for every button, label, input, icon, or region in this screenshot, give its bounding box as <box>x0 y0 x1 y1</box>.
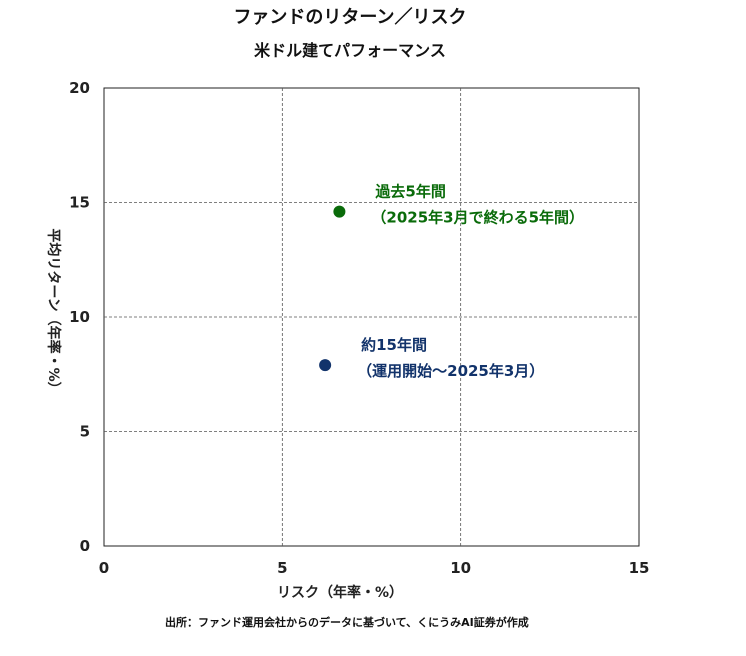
x-axis-label: リスク（年率・%） <box>277 584 403 601</box>
source-note: 出所：ファンド運用会社からのデータに基づいて、くにうみAI証券が作成 <box>165 616 529 629</box>
chart-title: ファンドのリターン／リスク <box>233 7 467 28</box>
y-tick-label: 5 <box>80 423 90 441</box>
data-point <box>333 205 346 218</box>
data-point <box>319 359 332 372</box>
x-tick-label: 0 <box>99 559 109 577</box>
x-tick-label: 5 <box>277 559 287 577</box>
x-tick-label: 15 <box>629 559 650 577</box>
annotations: 過去5年間 （2025年3月で終わる5年間） 約15年間 （運用開始～2025年3月） <box>357 183 584 380</box>
y-axis-label: 平均リターン（年率・%） <box>45 228 62 395</box>
point-sublabel: （運用開始～2025年3月） <box>357 362 544 380</box>
tick-labels: 0 5 10 15 0 5 10 15 20 <box>69 79 649 577</box>
point-label: 過去5年間 <box>374 183 445 201</box>
y-tick-label: 10 <box>69 308 90 326</box>
point-label: 約15年間 <box>361 336 427 354</box>
point-sublabel: （2025年3月で終わる5年間） <box>371 209 584 227</box>
x-tick-label: 10 <box>450 559 471 577</box>
chart-subtitle: 米ドル建てパフォーマンス <box>254 41 446 60</box>
y-tick-label: 15 <box>69 194 90 212</box>
y-tick-label: 0 <box>80 537 90 555</box>
y-tick-label: 20 <box>69 79 90 97</box>
grid-lines <box>104 88 639 546</box>
data-points <box>319 205 346 372</box>
